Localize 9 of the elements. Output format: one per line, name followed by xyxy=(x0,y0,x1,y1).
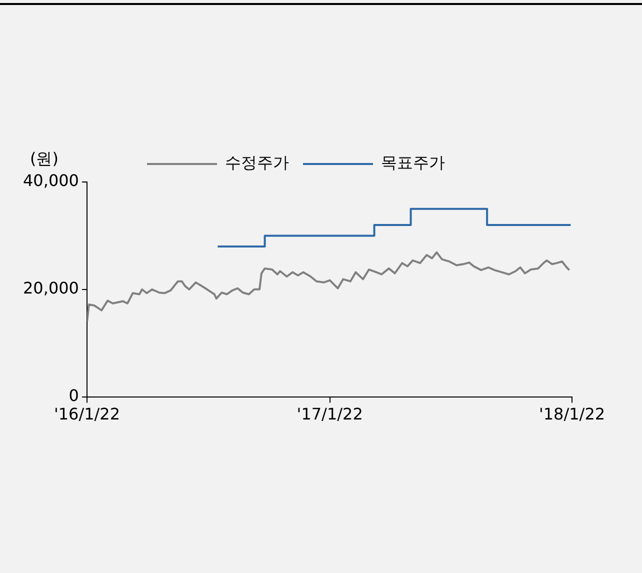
legend-label: 수정주가 xyxy=(225,153,289,172)
y-tick-label: 20,000 xyxy=(23,278,79,298)
legend-label: 목표주가 xyxy=(381,153,445,172)
x-tick-label: '16/1/22 xyxy=(54,404,120,424)
y-tick-label: 40,000 xyxy=(23,171,79,190)
x-tick-label: '18/1/22 xyxy=(538,404,606,424)
x-tick-label: '17/1/22 xyxy=(296,404,363,424)
y-axis-title: (원) xyxy=(30,149,58,168)
y-tick-label: 0 xyxy=(68,386,79,405)
